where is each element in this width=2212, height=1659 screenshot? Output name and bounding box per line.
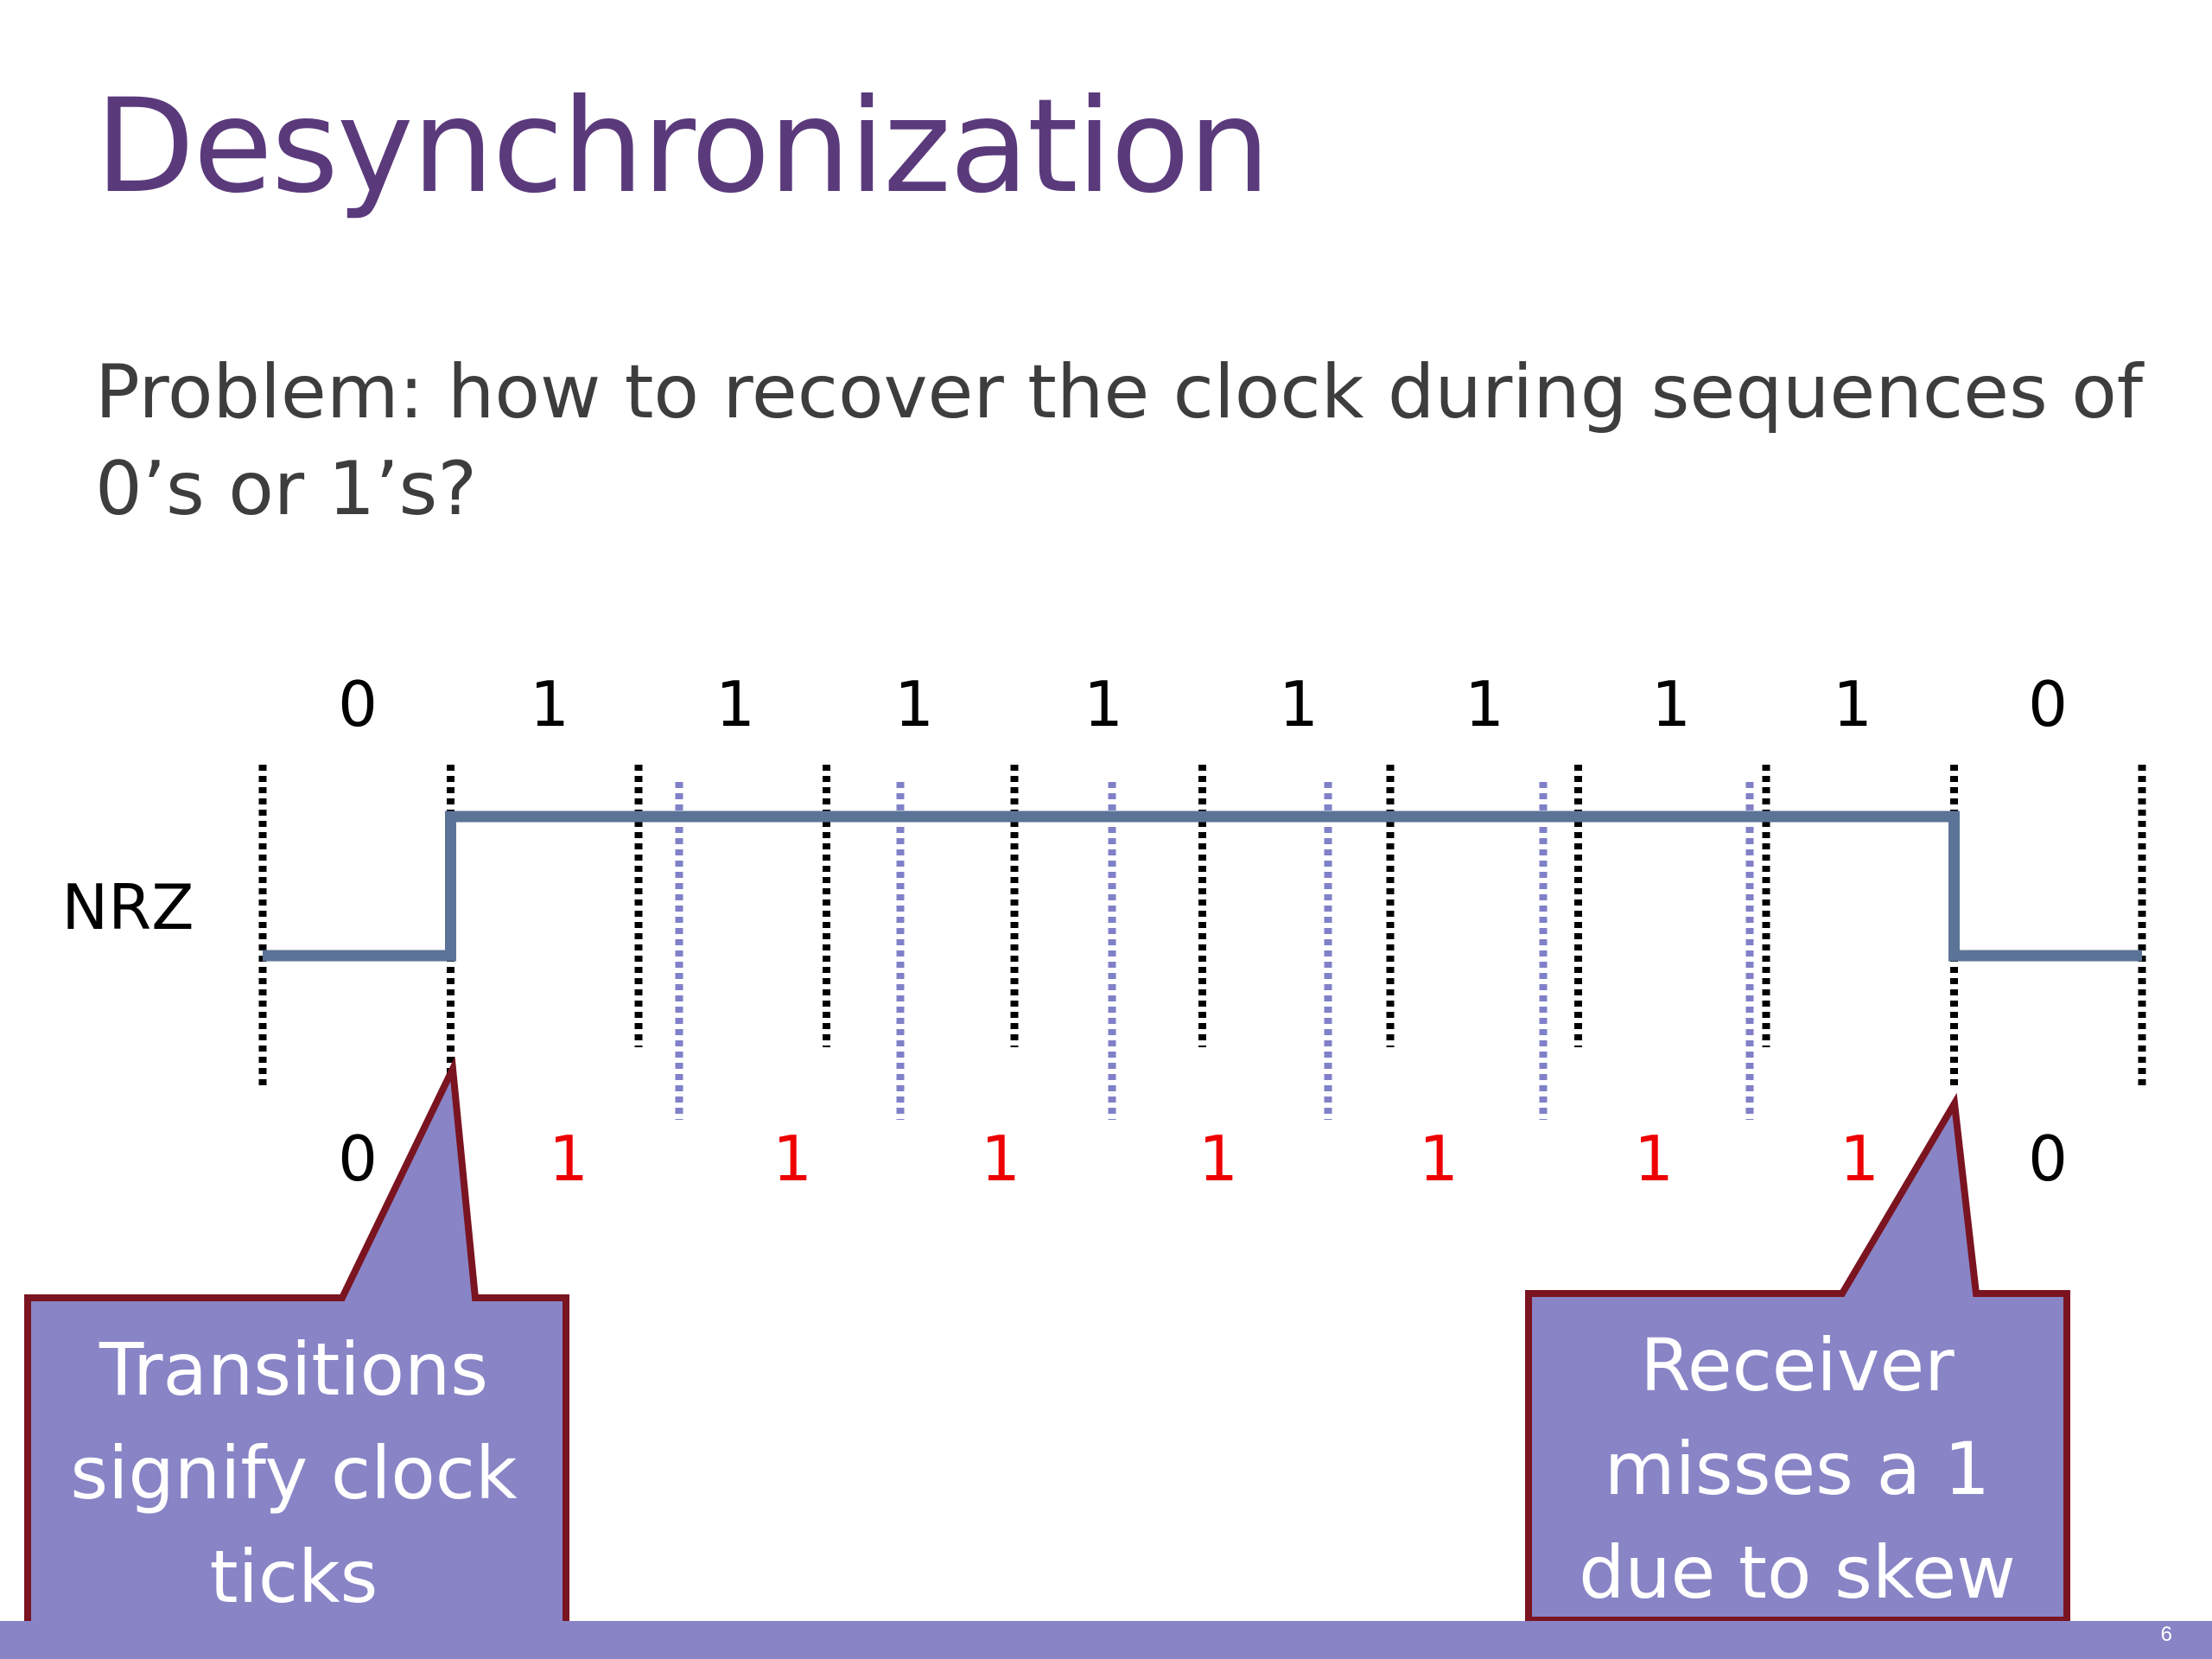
received-bit-label: 0 xyxy=(338,1122,378,1195)
received-bit-label: 1 xyxy=(981,1122,1020,1195)
sent-bit-label: 1 xyxy=(715,668,755,741)
callout-left-text: Transitions signify clock ticks xyxy=(70,1327,518,1619)
problem-statement: Problem: how to recover the clock during… xyxy=(95,349,2144,532)
received-bit-label: 1 xyxy=(549,1122,588,1195)
received-bit-label: 1 xyxy=(1419,1122,1459,1195)
callout-right-text: Receiver misses a 1 due to skew xyxy=(1579,1323,2016,1615)
received-bit-label: 1 xyxy=(1634,1122,1674,1195)
nrz-label: NRZ xyxy=(61,871,194,944)
receiver-clock-lines xyxy=(675,782,1754,1120)
sent-bit-label: 0 xyxy=(2028,668,2068,741)
sent-bit-label: 1 xyxy=(1833,668,1872,741)
sent-bit-label: 1 xyxy=(530,668,569,741)
nrz-signal-line xyxy=(263,810,2142,962)
sent-bit-label: 1 xyxy=(1279,668,1319,741)
sent-bit-label: 0 xyxy=(338,668,378,741)
sent-bit-label: 1 xyxy=(1084,668,1123,741)
callout-right-shape xyxy=(1525,1092,2070,1624)
slide-title: Desynchronization xyxy=(95,72,1270,222)
sent-bit-labels: 0 1 1 1 1 1 1 1 1 0 xyxy=(338,668,2068,741)
received-bit-labels: 0 1 1 1 1 1 1 1 0 xyxy=(338,1122,2068,1195)
received-bit-label: 1 xyxy=(1198,1122,1238,1195)
sent-bit-label: 1 xyxy=(1465,668,1504,741)
received-bit-label: 0 xyxy=(2028,1122,2068,1195)
slide-number: 6 xyxy=(2160,1623,2172,1646)
received-bit-label: 1 xyxy=(1840,1122,1879,1195)
received-bit-label: 1 xyxy=(772,1122,812,1195)
sent-bit-label: 1 xyxy=(1651,668,1691,741)
footer-bar xyxy=(0,1621,2212,1659)
sent-bit-label: 1 xyxy=(894,668,934,741)
